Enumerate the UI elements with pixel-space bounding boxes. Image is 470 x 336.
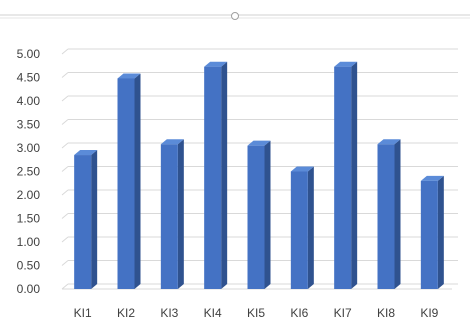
bar-side <box>134 73 141 289</box>
bar-top <box>160 139 184 145</box>
bar-front <box>74 155 92 289</box>
bar-side <box>394 139 401 289</box>
bar-side <box>221 61 228 289</box>
bar-top <box>117 73 141 79</box>
bar-KI4 <box>204 61 228 289</box>
bar-front <box>290 171 308 289</box>
bar-front <box>377 144 395 289</box>
gridline-depth <box>61 166 69 172</box>
x-tick-label: KI1 <box>74 306 92 320</box>
gridline-depth <box>61 236 69 243</box>
bar-side <box>177 139 184 289</box>
bar-KI7 <box>334 61 358 289</box>
x-tick-label: KI5 <box>247 306 265 320</box>
x-tick-label: KI8 <box>377 306 395 320</box>
gridline-depth <box>61 189 69 196</box>
bar-KI8 <box>377 139 401 289</box>
gridline-depth <box>61 142 69 149</box>
y-tick-label: 2.50 <box>17 165 41 179</box>
bar-top <box>334 61 358 67</box>
y-tick-label: 3.00 <box>17 141 41 155</box>
y-tick-label: 1.00 <box>17 235 41 249</box>
bar-top <box>290 166 314 172</box>
bar-front <box>204 66 222 289</box>
x-tick-label: KI3 <box>160 306 178 320</box>
bar-side <box>437 175 444 289</box>
gridline-depth <box>61 119 69 125</box>
y-tick-label: 1.50 <box>17 212 41 226</box>
bar-front <box>334 66 352 289</box>
gridline-depth <box>61 283 69 290</box>
gridline-depth <box>61 95 69 102</box>
y-tick-label: 0.50 <box>17 259 41 273</box>
gridline-depth <box>61 260 69 266</box>
x-tick-label: KI4 <box>204 306 222 320</box>
bar-side <box>91 150 98 289</box>
resize-handle[interactable] <box>231 12 239 20</box>
y-tick-label: 3.50 <box>17 118 41 132</box>
bars <box>74 61 444 289</box>
bar-front <box>117 78 135 289</box>
x-axis-ticks: KI1 KI2 KI3 KI4 KI5 KI6 KI7 KI8 KI9 <box>74 306 439 320</box>
y-axis-ticks: 0.00 0.50 1.00 1.50 2.00 2.50 3.00 3.50 4.00 4.50… <box>17 47 41 296</box>
bar-KI5 <box>247 140 271 289</box>
bar-KI2 <box>117 73 141 289</box>
x-tick-label: KI2 <box>117 306 135 320</box>
bar-side <box>351 61 358 289</box>
bar-side <box>307 166 314 289</box>
bar-top <box>74 150 98 156</box>
bar-KI3 <box>160 139 184 289</box>
gridline-depth <box>61 72 69 78</box>
bar-KI9 <box>420 175 444 289</box>
gridline-depth <box>61 213 69 219</box>
y-tick-label: 5.00 <box>17 47 41 61</box>
x-tick-label: KI9 <box>420 306 438 320</box>
x-tick-label: KI7 <box>334 306 352 320</box>
bar-top <box>247 140 271 146</box>
bar-KI6 <box>290 166 314 289</box>
bar-front <box>420 180 438 289</box>
y-tick-label: 4.50 <box>17 71 41 85</box>
gridline-depth <box>61 48 69 55</box>
x-tick-label: KI6 <box>290 306 308 320</box>
bar-front <box>247 145 265 289</box>
bar-top <box>420 175 444 181</box>
bar-front <box>160 144 178 289</box>
y-tick-label: 4.00 <box>17 94 41 108</box>
bar-top <box>377 139 401 145</box>
bar-side <box>264 140 271 289</box>
y-tick-label: 0.00 <box>17 282 41 296</box>
y-tick-label: 2.00 <box>17 188 41 202</box>
bar-KI1 <box>74 150 98 289</box>
bar-top <box>204 61 228 67</box>
